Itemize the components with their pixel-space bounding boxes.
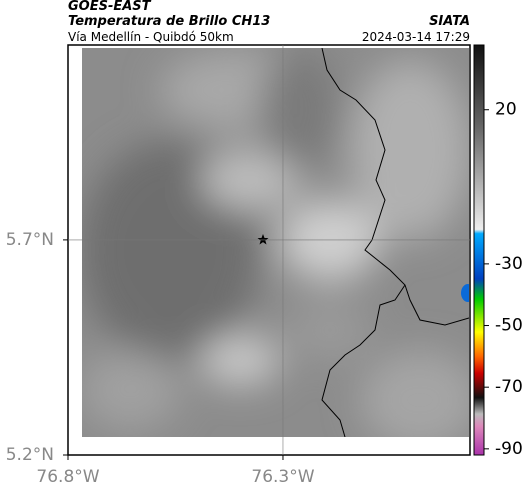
region: Vía Medellín - Quibdó 50km	[68, 30, 234, 44]
colorbar	[473, 44, 485, 456]
satellite: GOES-EAST	[68, 0, 152, 14]
x-tick-label: 76.3°W	[251, 467, 314, 487]
datetime: 2024-03-14 17:29	[362, 30, 470, 44]
imagery	[82, 48, 469, 437]
source: SIATA	[429, 14, 470, 29]
colorbar-label: -30	[495, 254, 523, 274]
product: Temperatura de Brillo CH13	[68, 14, 270, 29]
y-tick-label: 5.7°N	[6, 230, 54, 250]
colorbar-label: -50	[495, 316, 523, 336]
x-tick-label: 76.8°W	[36, 467, 99, 487]
map-frame	[67, 44, 471, 456]
colorbar-label: 20	[495, 100, 517, 120]
colorbar-label: -70	[495, 377, 523, 397]
y-tick-label: 5.2°N	[6, 445, 54, 465]
colorbar-label: -90	[495, 439, 523, 459]
location-marker	[257, 234, 269, 245]
